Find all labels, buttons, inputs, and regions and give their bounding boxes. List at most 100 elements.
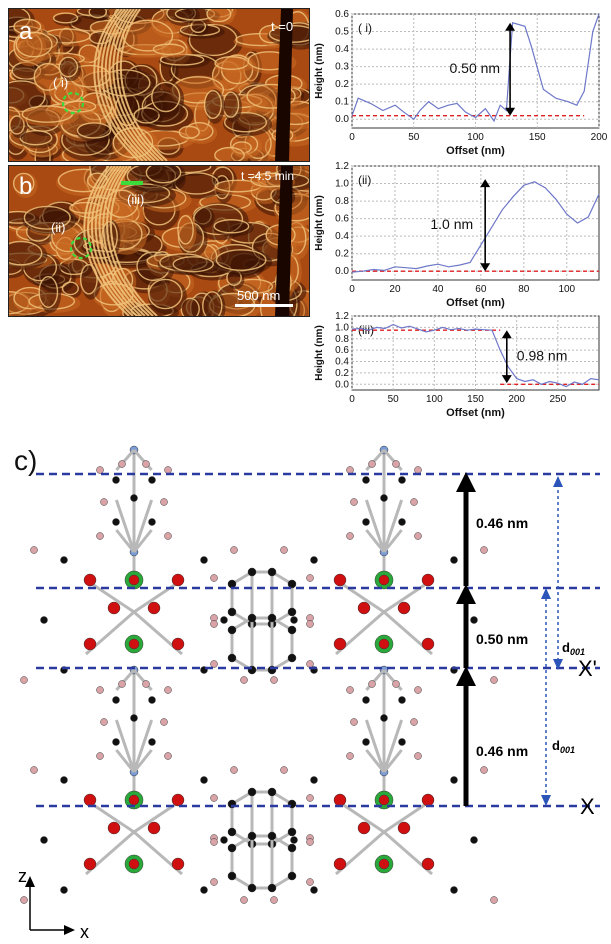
y-tick-label: 0.4 [335,44,349,55]
atom [398,518,406,526]
marker-ii-label: (ii) [51,220,65,235]
y-tick-label: 0.5 [335,27,349,38]
annotation-arrowhead-bottom [505,107,516,116]
atom [210,838,218,846]
profile-line [351,323,600,388]
atom [147,821,161,835]
afm-step-edge [148,278,183,310]
axis-z-label: z [18,866,27,886]
atom [287,653,297,663]
atom [30,766,38,774]
bond [382,449,403,471]
bond [382,669,403,691]
afm-step-edge [206,9,232,23]
afm-step-bundle [90,166,138,316]
atom [128,858,140,870]
atom [112,738,120,746]
y-tick-label: 0.8 [335,334,349,345]
atom [171,793,185,807]
plane-label-x: X [580,794,595,819]
atom [148,738,156,746]
atom [346,752,354,760]
annotation-label: 0.98 nm [517,348,568,364]
x-tick-label: 200 [508,394,525,405]
afm-topography-b [9,166,309,316]
afm-step-bundle [100,9,148,161]
bond [383,578,433,614]
atom [414,752,422,760]
afm-step-bundle [98,166,146,316]
atom [287,871,297,881]
atom [164,532,172,540]
atom [368,460,376,468]
atom [287,843,297,853]
y-tick-label: 0.3 [335,62,349,73]
bond [364,719,386,773]
x-axis-label: Offset (nm) [446,297,505,309]
atom [200,776,208,784]
atom [480,766,488,774]
afm-image-a: a t =0 ( i) [8,8,310,162]
atom [357,601,371,615]
x-tick-label: 250 [549,394,566,405]
atom [287,607,297,617]
atom [306,878,314,886]
afm-step-edge [88,9,108,19]
atom [112,518,120,526]
bond [115,749,136,773]
atom [346,686,354,694]
atom [267,831,277,841]
atom [333,573,347,587]
bond [115,449,136,471]
bond [85,578,135,614]
atom [83,637,97,651]
atom [230,546,238,554]
atom [220,836,228,844]
annotation-label: 1.0 nm [430,216,473,232]
annotation-arrowhead-bottom [501,375,512,384]
y-tick-label: 0.6 [335,345,349,356]
axis-indicator: z x [18,866,89,942]
atom [378,858,390,870]
marker-iii-line [121,181,143,185]
atom [210,574,218,582]
afm-step-bundle [83,166,130,316]
x-axis-label: Offset (nm) [446,145,505,157]
atom [142,680,150,688]
atom [470,836,478,844]
atom [164,752,172,760]
bond [132,749,153,773]
atom [346,532,354,540]
bond [383,798,433,834]
molecular-framework [20,445,498,904]
atom [171,857,185,871]
atom [40,616,48,624]
x-tick-label: 100 [558,284,575,295]
afm-step-edge [58,56,79,78]
afm-step-edge [223,112,268,133]
atom [306,620,314,628]
y-tick-label: 0.4 [335,231,349,242]
atom [83,857,97,871]
afm-step-bundle [97,9,144,161]
bond [382,499,404,553]
atom [410,718,418,726]
atom [130,714,138,722]
afm-step-edge [268,25,309,43]
x-tick-label: 80 [518,284,530,295]
atom [128,574,140,586]
afm-step-edge [214,146,245,161]
afm-step-edge [61,281,79,296]
atom [470,616,478,624]
atom [100,718,108,726]
atom [287,827,297,837]
atom [290,616,298,624]
atom [280,546,288,554]
height-profile-i: 0 50 100 150 200 0.0 0.1 0.2 0.3 0.4 0.5 0.6 Offset … [314,9,607,157]
layer-planes [36,472,600,808]
atom [310,886,318,894]
atom [333,857,347,871]
atom [350,718,358,726]
atom [20,676,28,684]
profile-line [351,181,600,273]
